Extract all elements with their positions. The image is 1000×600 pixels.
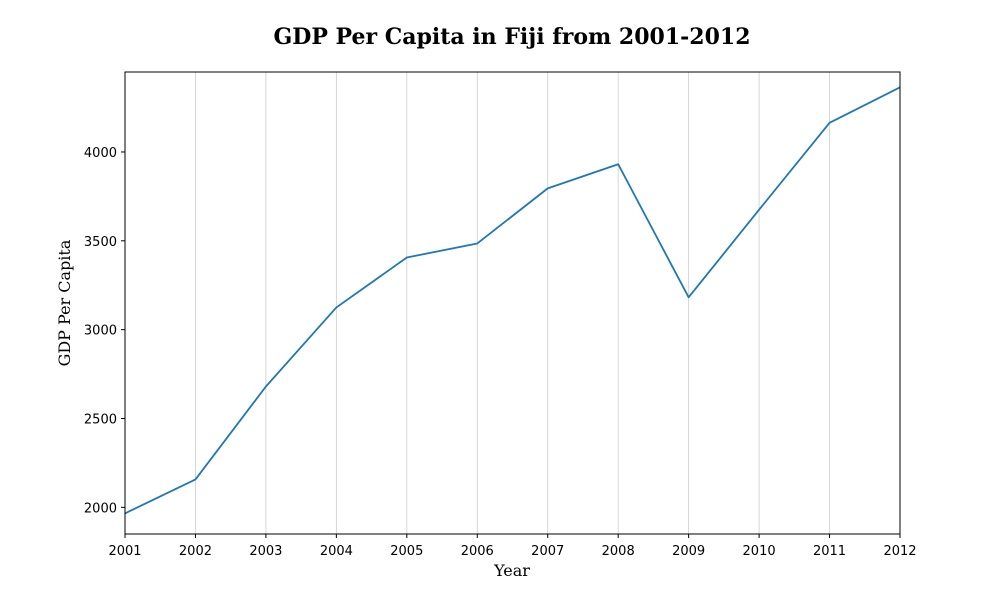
y-tick-label: 3000: [84, 324, 117, 339]
x-tick-label: 2012: [883, 544, 916, 559]
x-tick-label: 2003: [249, 544, 282, 559]
x-tick-label: 2005: [390, 544, 423, 559]
x-tick-label: 2004: [320, 544, 353, 559]
x-tick-label: 2010: [743, 544, 776, 559]
grid-lines: [124, 72, 901, 534]
x-tick-label: 2009: [672, 544, 705, 559]
x-tick-label: 2002: [179, 544, 212, 559]
x-tick-label: 2001: [108, 544, 141, 559]
chart-title: GDP Per Capita in Fiji from 2001-2012: [273, 24, 750, 50]
x-tick-label: 2006: [461, 544, 494, 559]
x-axis-ticks: 2001 2002 2003 2004 2005 2006 2007 2008 2009 2010…: [108, 534, 917, 559]
y-tick-label: 4000: [84, 146, 117, 161]
x-axis-label: Year: [493, 561, 530, 580]
y-tick-label: 3500: [84, 235, 117, 250]
y-tick-label: 2500: [84, 413, 117, 428]
series-line: [124, 86, 901, 515]
x-tick-label: 2011: [813, 544, 846, 559]
plot-frame: [124, 71, 901, 535]
y-axis-label: GDP Per Capita: [55, 239, 74, 366]
x-tick-label: 2007: [531, 544, 564, 559]
x-tick-label: 2008: [602, 544, 635, 559]
y-axis-ticks: 2000 2500 3000 3500 4000: [84, 146, 125, 516]
y-tick-label: 2000: [84, 501, 117, 516]
series-group: [124, 86, 901, 515]
